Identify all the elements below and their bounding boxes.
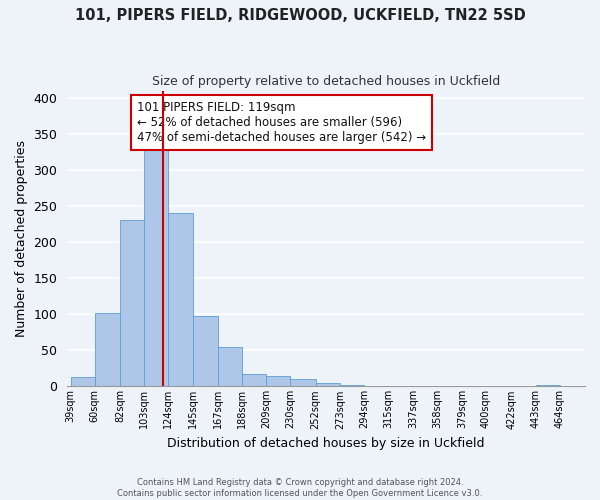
X-axis label: Distribution of detached houses by size in Uckfield: Distribution of detached houses by size … — [167, 437, 485, 450]
Bar — [95, 313, 120, 386]
Bar — [218, 346, 242, 387]
Bar — [316, 383, 340, 386]
Bar — [290, 379, 316, 386]
Bar — [169, 213, 193, 386]
Bar — [120, 220, 144, 386]
Bar — [536, 385, 560, 386]
Text: 101 PIPERS FIELD: 119sqm
← 52% of detached houses are smaller (596)
47% of semi-: 101 PIPERS FIELD: 119sqm ← 52% of detach… — [137, 101, 426, 144]
Bar — [71, 377, 95, 386]
Y-axis label: Number of detached properties: Number of detached properties — [15, 140, 28, 337]
Title: Size of property relative to detached houses in Uckfield: Size of property relative to detached ho… — [152, 75, 500, 88]
Bar — [266, 376, 290, 386]
Bar — [242, 374, 266, 386]
Bar — [193, 316, 218, 386]
Text: Contains HM Land Registry data © Crown copyright and database right 2024.
Contai: Contains HM Land Registry data © Crown c… — [118, 478, 482, 498]
Text: 101, PIPERS FIELD, RIDGEWOOD, UCKFIELD, TN22 5SD: 101, PIPERS FIELD, RIDGEWOOD, UCKFIELD, … — [74, 8, 526, 22]
Bar — [144, 150, 169, 386]
Bar — [340, 385, 364, 386]
